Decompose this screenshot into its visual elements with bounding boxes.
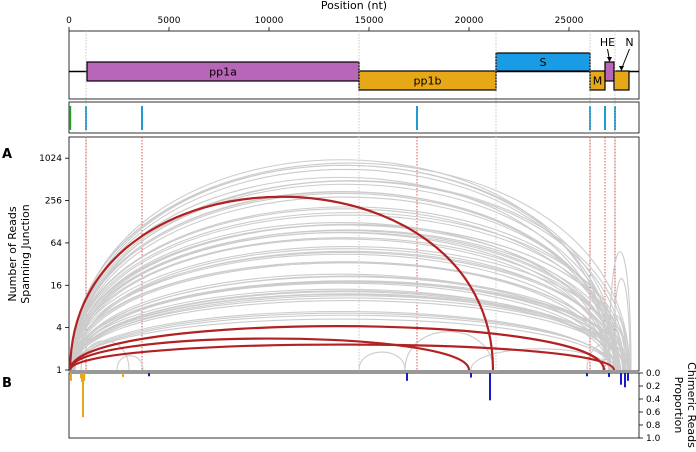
gene-pointer: [621, 48, 630, 70]
background-arc: [73, 229, 624, 371]
proportion-bar: [470, 373, 472, 378]
gene-pointer-head: [607, 57, 612, 62]
arc-ylabel-line1: Number of Reads: [6, 206, 19, 301]
background-arc: [71, 159, 611, 371]
prop-tick-label: 0.0: [646, 369, 661, 379]
proportion-bar: [82, 373, 84, 418]
background-arc: [73, 312, 613, 371]
proportion-bar: [608, 373, 610, 377]
proportion-axis-ticks: 0.0 0.2 0.4 0.6 0.8 1.0: [639, 369, 661, 444]
arc-tick-label: 64: [51, 239, 63, 249]
proportion-bar: [70, 373, 72, 381]
background-arcs: [69, 159, 632, 371]
proportion-bars: [70, 373, 629, 418]
site-panel-frame: [68, 101, 640, 134]
proportion-bar: [620, 373, 622, 385]
top-tick-label: 10000: [255, 16, 284, 26]
top-tick-label: 0: [66, 16, 72, 26]
top-axis-title: Position (nt): [321, 0, 387, 12]
site-markers: [69, 106, 616, 130]
proportion-bar: [586, 373, 588, 377]
background-arc: [70, 212, 630, 371]
prop-tick-label: 1.0: [646, 434, 661, 444]
top-tick-label: 25000: [555, 16, 584, 26]
background-arc: [74, 250, 621, 371]
top-tick-label: 15000: [355, 16, 384, 26]
prop-ylabel-line2: Chimeric Reads: [685, 362, 696, 448]
arc-tick-label: 1: [56, 366, 62, 376]
highlighted-arc: [69, 343, 616, 371]
arc-tick-label: 4: [56, 324, 62, 334]
background-arc: [69, 245, 626, 371]
proportion-bar: [122, 373, 124, 377]
gene-label-s: S: [540, 56, 547, 69]
background-arc: [586, 342, 628, 371]
proportion-panel-frame: [68, 372, 640, 439]
background-arc: [70, 206, 625, 371]
background-arc: [71, 192, 616, 371]
background-arc: [72, 293, 617, 371]
prop-ylabel-line1: Proportion: [672, 377, 685, 434]
arc-axis-ticks: 1 4 16 64 256 1024: [39, 154, 69, 376]
background-arc: [116, 355, 144, 371]
background-arc: [74, 248, 617, 371]
gene-label-pp1b: pp1b: [414, 75, 442, 88]
gene-he: [604, 61, 615, 82]
gene-label-he: HE: [600, 36, 615, 49]
gene-n: [613, 70, 630, 91]
gene-panel-frame: [68, 30, 640, 100]
highlighted-arc: [69, 325, 606, 371]
panel-letter-a: A: [2, 147, 12, 162]
background-arc: [71, 222, 610, 371]
gene-layer: pp1a pp1b S M HE N: [69, 36, 639, 91]
guide-lines: [85, 31, 616, 371]
proportion-bar: [627, 373, 629, 381]
arc-tick-label: 256: [45, 197, 62, 207]
background-arc: [70, 251, 620, 371]
background-arc: [70, 208, 618, 371]
background-arc: [72, 273, 610, 371]
gene-pointer-head: [619, 66, 624, 71]
arc-panel-frame: [68, 136, 640, 372]
prop-tick-label: 0.4: [646, 395, 661, 405]
arc-tick-label: 16: [51, 281, 63, 291]
highlighted-arc: [69, 337, 471, 371]
prop-tick-label: 0.6: [646, 408, 661, 418]
arc-tick-label: 1024: [39, 154, 62, 164]
gene-label-m: M: [593, 75, 603, 88]
proportion-bar: [489, 373, 491, 401]
background-arc: [73, 291, 616, 371]
gene-label-pp1a: pp1a: [209, 66, 237, 79]
proportion-bar: [406, 373, 408, 381]
prop-tick-label: 0.2: [646, 382, 660, 392]
prop-tick-label: 0.8: [646, 421, 661, 431]
gene-label-n: N: [625, 36, 633, 49]
proportion-bar: [624, 373, 626, 388]
top-axis-ticks: 0 5000 10000 15000 20000 25000: [66, 16, 584, 31]
background-arc: [404, 331, 494, 371]
background-arc: [602, 314, 628, 371]
background-arc: [71, 231, 618, 371]
background-arc: [70, 237, 619, 371]
proportion-bar: [148, 373, 150, 377]
background-arc: [70, 288, 611, 371]
highlighted-arcs: [69, 195, 616, 371]
background-arc: [73, 275, 624, 371]
background-arc: [612, 278, 631, 371]
background-arc: [70, 191, 616, 371]
background-arc: [71, 224, 629, 371]
background-arc: [69, 261, 616, 371]
top-tick-label: 20000: [455, 16, 484, 26]
background-arc: [70, 318, 613, 371]
panel-letter-b: B: [2, 376, 12, 391]
top-tick-label: 5000: [158, 16, 181, 26]
background-arc: [71, 177, 611, 371]
background-arc: [608, 251, 632, 371]
highlighted-arc: [69, 195, 495, 371]
background-arc: [358, 351, 406, 371]
proportion-bar: [83, 373, 86, 381]
arc-ylabel-line2: Spanning Junction: [19, 204, 32, 303]
